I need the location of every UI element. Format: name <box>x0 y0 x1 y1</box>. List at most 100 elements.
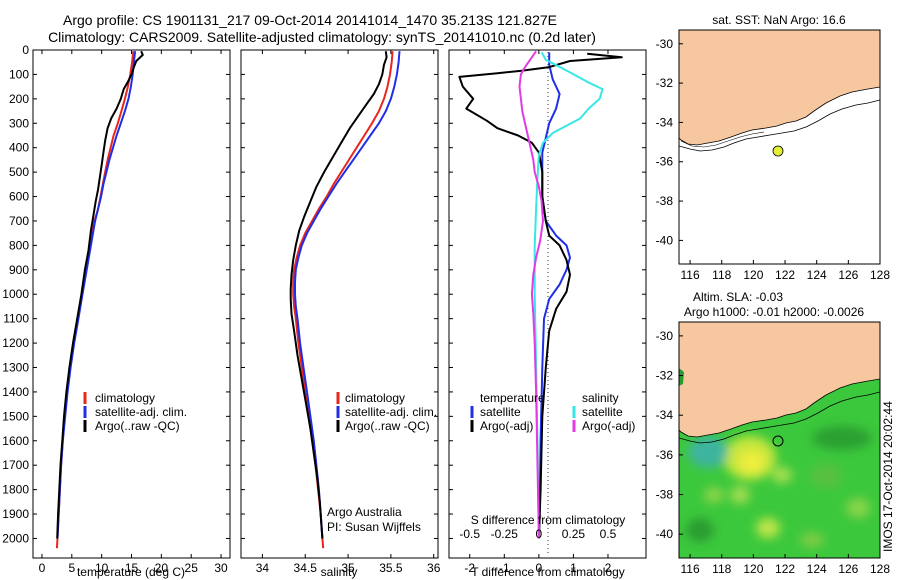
credit-pi: PI: Susan Wijffels <box>327 520 421 534</box>
x-tick-label: 34 <box>256 561 270 575</box>
map-x-tick-label: 126 <box>838 268 858 282</box>
x-tick-label: 1 <box>570 561 577 575</box>
y-tick-label: 600 <box>9 190 29 204</box>
y-tick-label: 1300 <box>2 361 29 375</box>
map-x-tick-label: 118 <box>712 562 731 576</box>
map-x-tick-label: 124 <box>807 268 827 282</box>
legend-label-t-satellite: satellite <box>480 405 521 419</box>
y-tick-label: 1800 <box>2 483 29 497</box>
sla-blob <box>800 532 824 548</box>
sla-blob <box>812 426 872 450</box>
x-tick-label: 2 <box>605 561 612 575</box>
shelf-break-contour <box>679 99 880 152</box>
x-tick-label: 20 <box>155 561 169 575</box>
y-tick-label: 0 <box>22 43 29 57</box>
legend-label-argo: Argo(..raw -QC) <box>95 419 180 433</box>
y-tick-label: 1200 <box>2 336 29 350</box>
series-line-satellite-adj-clim- <box>294 51 401 539</box>
legend-label-argo: Argo(..raw -QC) <box>345 419 430 433</box>
legend-title-salinity: salinity <box>582 391 619 405</box>
map-y-tick-label: -38 <box>656 488 674 502</box>
map-x-tick-label: 126 <box>838 562 858 576</box>
sla-map-title-line2: Argo h1000: -0.01 h2000: -0.0026 <box>684 305 864 319</box>
x-tick-label: 0 <box>39 561 46 575</box>
y-tick-label: 200 <box>9 92 29 106</box>
map-x-tick-label: 120 <box>743 268 763 282</box>
map-y-tick-label: -40 <box>656 527 674 541</box>
map-y-tick-label: -34 <box>656 408 674 422</box>
legend-label-climatology: climatology <box>95 391 155 405</box>
figure-title-line2: Climatology: CARS2009. Satellite-adjuste… <box>48 29 596 45</box>
map-y-tick-label: -36 <box>656 448 674 462</box>
map-x-tick-label: 116 <box>681 268 700 282</box>
y-tick-label: 1900 <box>2 507 29 521</box>
sla-blob <box>740 451 764 473</box>
y-tick-label: 900 <box>9 263 29 277</box>
salinity-axis-label: salinity <box>321 565 358 579</box>
sla-blob <box>810 464 842 488</box>
x-tick-label: 30 <box>214 561 228 575</box>
sla-map-title-line1: Altim. SLA: -0.03 <box>693 290 783 304</box>
map-x-tick-label: 128 <box>870 268 890 282</box>
y-tick-label: 1100 <box>3 312 29 326</box>
map-x-tick-label: 122 <box>775 562 795 576</box>
sla-blob <box>730 486 750 504</box>
y-tick-label: 100 <box>9 67 29 81</box>
map-y-tick-label: -30 <box>656 329 674 343</box>
s-difference-axis-label: S difference from climatology <box>471 513 626 527</box>
sla-blob <box>756 518 780 538</box>
x-tick-label: 10 <box>95 561 109 575</box>
temperature-axis-label: temperature (deg C) <box>77 565 185 579</box>
map-x-tick-label: 120 <box>743 562 763 576</box>
australia-coastline <box>679 322 880 438</box>
x-tick-label: -2 <box>464 561 475 575</box>
s-tick-label: -0.25 <box>491 527 519 541</box>
map-x-tick-label: 124 <box>807 562 827 576</box>
legend-label-s-argo: Argo(-adj) <box>582 419 635 433</box>
sst-map <box>679 30 880 264</box>
s-tick-label: -0.5 <box>459 527 480 541</box>
legend-label-satellite: satellite-adj. clim. <box>345 405 437 419</box>
map-y-tick-label: -32 <box>656 369 674 383</box>
y-tick-label: 2000 <box>2 531 29 545</box>
s-tick-label: 0 <box>536 527 543 541</box>
y-tick-label: 1500 <box>2 409 29 423</box>
y-tick-label: 400 <box>9 141 29 155</box>
map-y-tick-label: -38 <box>656 194 674 208</box>
y-tick-label: 300 <box>9 116 29 130</box>
x-tick-label: 25 <box>185 561 199 575</box>
y-tick-label: 1600 <box>2 434 29 448</box>
generation-stamp: IMOS 17-Oct-2014 20:02:44 <box>881 401 895 552</box>
map-y-tick-label: -34 <box>656 115 674 129</box>
salinity-panel-frame <box>240 49 439 559</box>
argo-float-marker <box>772 435 784 447</box>
y-tick-label: 1400 <box>2 385 29 399</box>
difference-legend: temperature salinity satellite Argo(-adj… <box>470 391 635 433</box>
figure-title-line1: Argo profile: CS 1901131_217 09-Oct-2014… <box>63 12 557 28</box>
temperature-legend: climatology satellite-adj. clim. Argo(..… <box>83 391 187 433</box>
sla-blob <box>688 436 728 468</box>
land-fringe <box>679 368 684 386</box>
x-tick-label: 5 <box>68 561 75 575</box>
sst-map-frame <box>678 29 881 265</box>
legend-label-climatology: climatology <box>345 391 405 405</box>
y-tick-label: 700 <box>9 214 29 228</box>
map-y-tick-label: -30 <box>656 37 674 51</box>
y-tick-label: 1700 <box>2 458 29 472</box>
sla-blob <box>846 498 870 518</box>
x-tick-label: 36 <box>427 561 441 575</box>
sla-blob <box>772 467 792 483</box>
series-line-salinity-argo-adj- <box>518 50 544 539</box>
series-line-temperature-satellite <box>537 52 571 539</box>
sst-map-title: sat. SST: NaN Argo: 16.6 <box>712 13 846 27</box>
map-x-tick-label: 122 <box>775 268 795 282</box>
sla-map <box>679 322 880 558</box>
s-tick-label: 0.25 <box>562 527 586 541</box>
argo-float-marker <box>772 145 784 157</box>
map-y-tick-label: -40 <box>656 233 674 247</box>
series-line-argo-raw-qc- <box>289 51 388 539</box>
series-line-salinity-satellite <box>533 51 604 539</box>
map-y-tick-label: -36 <box>656 155 674 169</box>
legend-label-t-argo: Argo(-adj) <box>480 419 533 433</box>
